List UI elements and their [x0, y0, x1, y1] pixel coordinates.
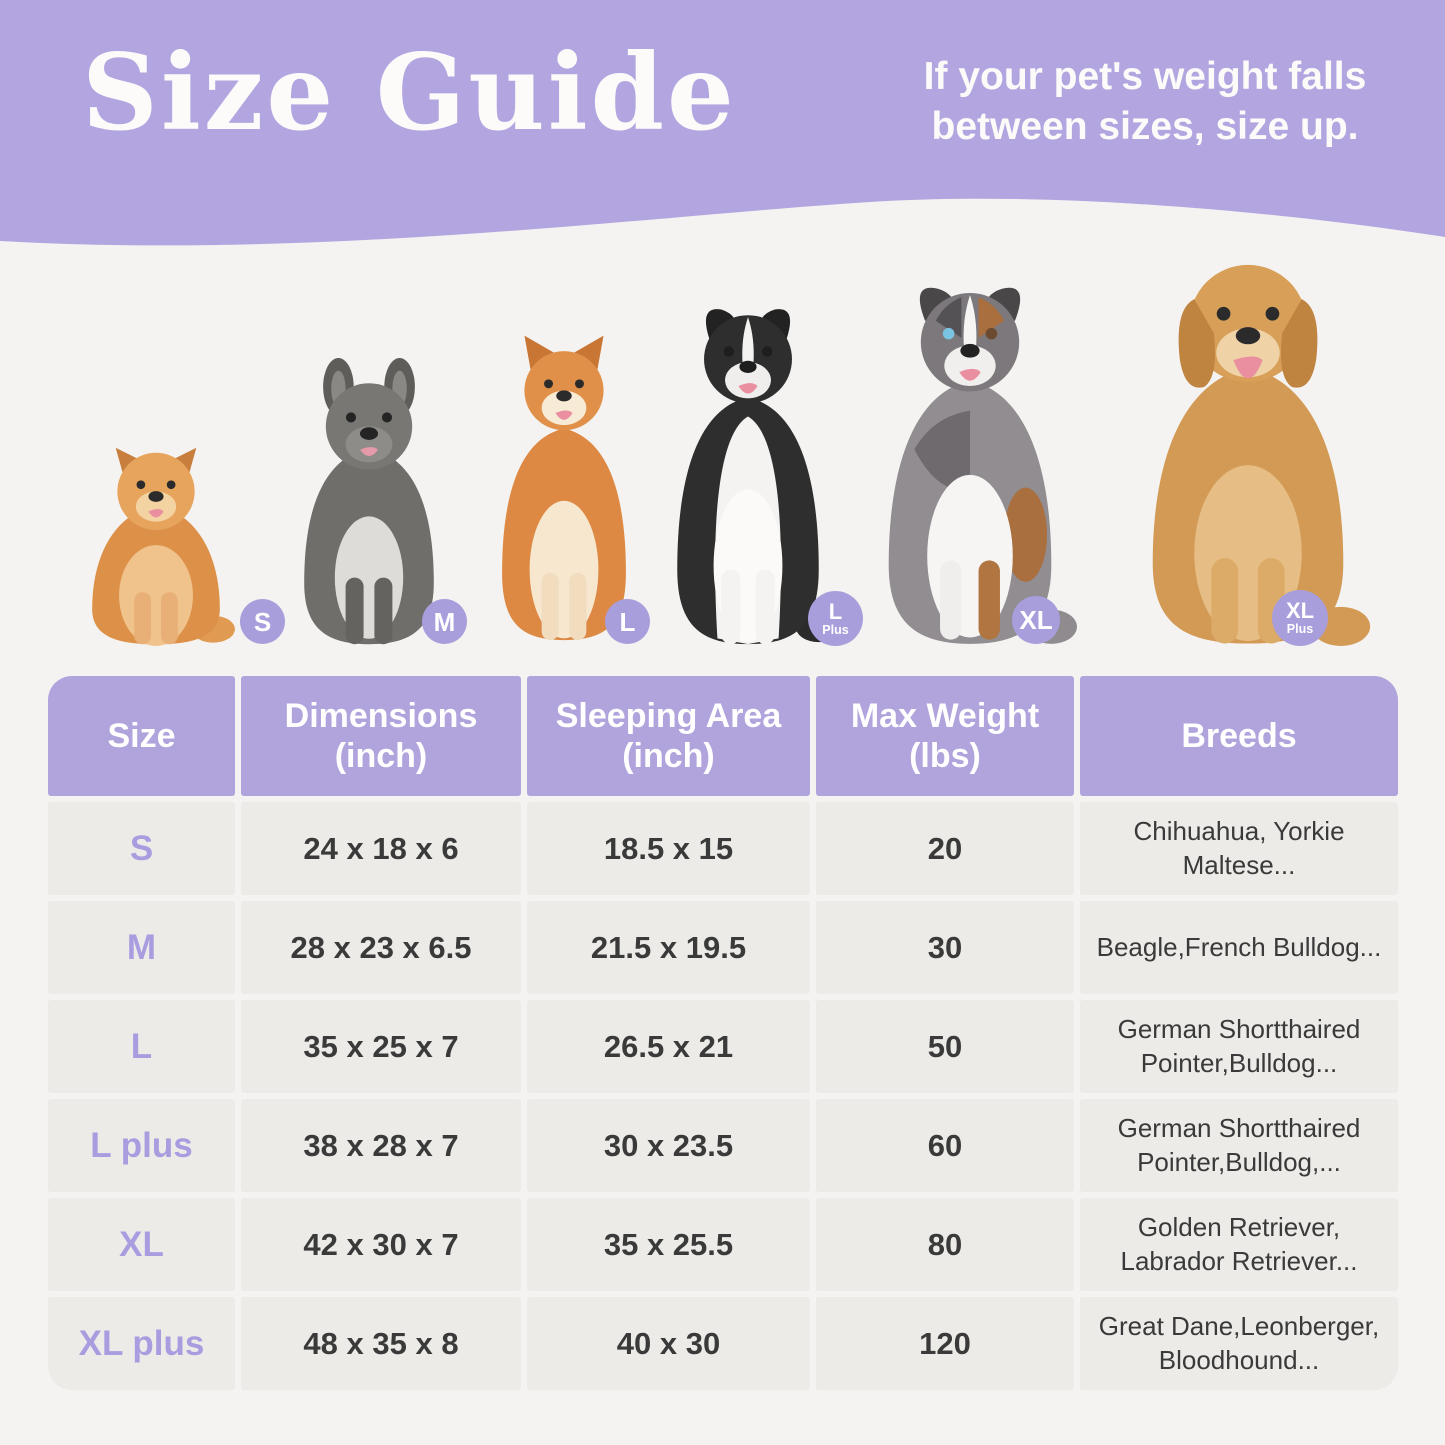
sizing-note: If your pet's weight falls between sizes…: [900, 52, 1390, 152]
column-header-sleeping-area: Sleeping Area (inch): [527, 676, 810, 796]
golden-retriever-dog-illustration: [1122, 260, 1374, 646]
size-badge-label: XL: [1019, 605, 1053, 635]
table-cell-dimensions: 48 x 35 x 8: [241, 1297, 521, 1390]
table-cell-max-weight: 50: [816, 1000, 1074, 1093]
table-cell-max-weight: 30: [816, 901, 1074, 994]
page-title: Size Guide: [82, 30, 737, 154]
table-cell-sleeping-area: 21.5 x 19.5: [527, 901, 810, 994]
column-header-unit: (inch): [334, 737, 428, 775]
size-guide-table: Size Dimensions (inch) Sleeping Area (in…: [48, 676, 1398, 1390]
table-cell-size: M: [48, 901, 235, 994]
table-cell-dimensions: 28 x 23 x 6.5: [241, 901, 521, 994]
table-cell-dimensions: 35 x 25 x 7: [241, 1000, 521, 1093]
table-cell-max-weight: 60: [816, 1099, 1074, 1192]
table-cell-max-weight: 20: [816, 802, 1074, 895]
sizing-note-line2: between sizes, size up.: [931, 104, 1359, 148]
column-header-title: Sleeping Area: [555, 696, 782, 735]
column-header-size: Size: [48, 676, 235, 796]
size-badge-label: S: [253, 606, 272, 637]
table-cell-breeds: German Shortthaired Pointer,Bulldog,...: [1080, 1099, 1398, 1192]
table-cell-sleeping-area: 18.5 x 15: [527, 802, 810, 895]
table-cell-size: S: [48, 802, 235, 895]
table-cell-sleeping-area: 30 x 23.5: [527, 1099, 810, 1192]
table-cell-breeds: Chihuahua, Yorkie Maltese...: [1080, 802, 1398, 895]
size-badge-label: XL: [1285, 598, 1315, 624]
dog-size-lineup: S M L L Plus XL XL Plus: [0, 264, 1445, 650]
size-badge-xl: XL: [1012, 596, 1060, 644]
size-badge-label: M: [433, 606, 456, 637]
column-header-dimensions: Dimensions (inch): [241, 676, 521, 796]
table-cell-max-weight: 120: [816, 1297, 1074, 1390]
size-badge-m: M: [422, 599, 467, 644]
column-header-title: Breeds: [1181, 716, 1297, 755]
size-badge-sublabel: Plus: [1286, 622, 1314, 637]
table-cell-breeds: Great Dane,Leonberger, Bloodhound...: [1080, 1297, 1398, 1390]
australian-shepherd-dog-illustration: [858, 278, 1082, 646]
column-header-title: Size: [107, 716, 176, 755]
table-cell-size: XL: [48, 1198, 235, 1291]
size-badge-xl-plus: XL Plus: [1272, 590, 1328, 646]
border-collie-dog-illustration: [652, 298, 844, 646]
column-header-max-weight: Max Weight (lbs): [816, 676, 1074, 796]
table-cell-dimensions: 24 x 18 x 6: [241, 802, 521, 895]
table-cell-dimensions: 42 x 30 x 7: [241, 1198, 521, 1291]
size-badge-l: L: [605, 599, 650, 644]
size-badge-sublabel: Plus: [822, 622, 849, 637]
column-header-unit: (lbs): [909, 737, 981, 775]
column-header-unit: (inch): [622, 737, 715, 775]
table-cell-breeds: German Shortthaired Pointer,Bulldog...: [1080, 1000, 1398, 1093]
header-banner: Size Guide If your pet's weight falls be…: [0, 0, 1445, 300]
column-header-title: Dimensions: [284, 696, 478, 735]
sizing-note-line1: If your pet's weight falls: [923, 55, 1367, 98]
column-header-title: Max Weight: [850, 696, 1040, 735]
size-badge-label: L: [828, 598, 843, 624]
table-cell-dimensions: 38 x 28 x 7: [241, 1099, 521, 1192]
table-cell-sleeping-area: 26.5 x 21: [527, 1000, 810, 1093]
table-cell-sleeping-area: 40 x 30: [527, 1297, 810, 1390]
table-cell-breeds: Beagle,French Bulldog...: [1080, 901, 1398, 994]
table-cell-size: L plus: [48, 1099, 235, 1192]
table-cell-size: XL plus: [48, 1297, 235, 1390]
size-badge-l-plus: L Plus: [808, 591, 863, 646]
size-badge-s: S: [240, 599, 285, 644]
pomeranian-dog-illustration: [72, 441, 240, 646]
table-cell-sleeping-area: 35 x 25.5: [527, 1198, 810, 1291]
french-bulldog-dog-illustration: [278, 358, 460, 646]
table-cell-max-weight: 80: [816, 1198, 1074, 1291]
column-header-breeds: Breeds: [1080, 676, 1398, 796]
size-badge-label: L: [619, 606, 636, 637]
banner-wave-shape: [0, 0, 1445, 246]
table-cell-breeds: Golden Retriever, Labrador Retriever...: [1080, 1198, 1398, 1291]
table-cell-size: L: [48, 1000, 235, 1093]
shiba-inu-dog-illustration: [478, 328, 650, 646]
